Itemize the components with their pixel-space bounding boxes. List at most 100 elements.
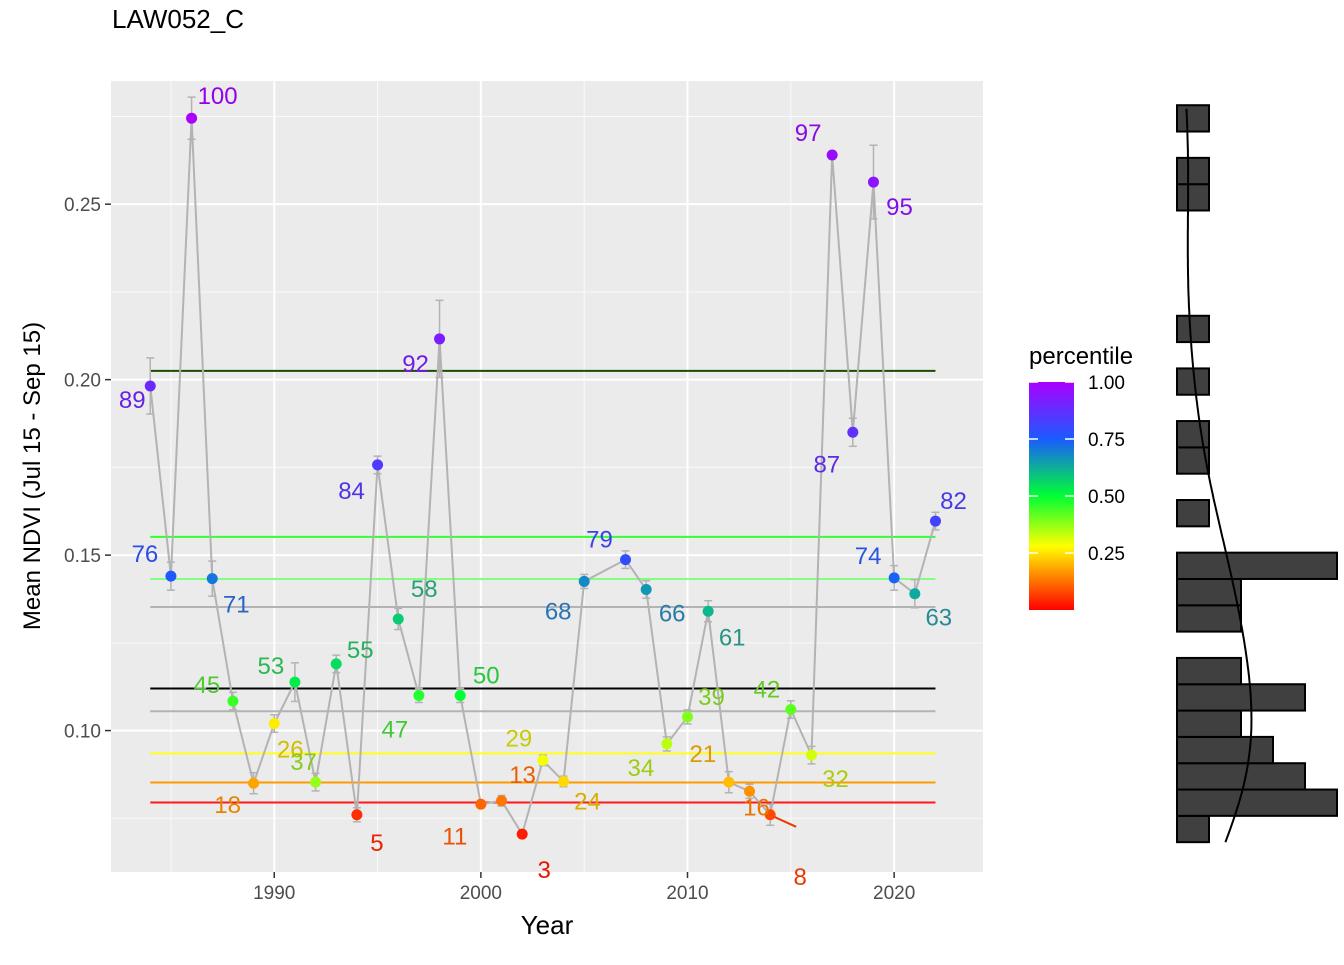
data-point xyxy=(413,689,425,701)
data-point xyxy=(496,795,508,807)
point-label: 58 xyxy=(411,576,438,603)
point-label: 42 xyxy=(753,677,780,704)
point-label: 8 xyxy=(793,864,806,891)
data-point xyxy=(165,570,177,582)
data-point xyxy=(826,149,838,161)
histogram-bar xyxy=(1176,604,1242,633)
data-point xyxy=(661,738,673,750)
point-label: 53 xyxy=(258,653,285,680)
point-label: 100 xyxy=(198,83,238,110)
point-label: 32 xyxy=(822,766,849,793)
point-label: 26 xyxy=(277,737,304,764)
point-label: 82 xyxy=(940,488,967,515)
point-label: 63 xyxy=(925,605,952,632)
histogram-bar xyxy=(1176,156,1210,186)
y-tick-label: 0.20 xyxy=(64,371,101,392)
histogram-bar xyxy=(1176,420,1210,449)
data-point xyxy=(206,573,218,585)
point-label: 21 xyxy=(689,741,716,768)
data-point xyxy=(702,605,714,617)
data-point xyxy=(248,777,260,789)
point-label: 79 xyxy=(586,527,613,554)
point-label: 68 xyxy=(545,598,572,625)
point-label: 16 xyxy=(743,794,770,821)
point-label: 34 xyxy=(627,755,654,782)
data-point xyxy=(785,704,797,716)
histogram-bar xyxy=(1176,577,1242,607)
marginal-histogram xyxy=(1176,104,1338,844)
axes: 0.10 0.15 0.20 0.25 1990 2000 2010 2020 xyxy=(64,195,915,904)
legend-title: percentile xyxy=(1029,343,1133,370)
histogram-bar xyxy=(1176,762,1306,791)
y-tick-label: 0.25 xyxy=(64,195,101,216)
point-label: 76 xyxy=(132,541,159,568)
point-label: 87 xyxy=(813,451,840,478)
data-point xyxy=(516,828,528,840)
point-label: 45 xyxy=(194,672,221,699)
y-axis-title: Mean NDVI (Jul 15 - Sep 15) xyxy=(19,322,46,630)
histogram-bar xyxy=(1176,551,1338,580)
legend-tick-label: 0.50 xyxy=(1088,487,1125,508)
point-label: 37 xyxy=(290,749,317,776)
y-tick-label: 0.10 xyxy=(64,722,101,743)
data-point xyxy=(640,584,652,595)
data-point xyxy=(372,459,384,471)
point-label: 61 xyxy=(719,624,746,651)
point-label: 97 xyxy=(795,120,822,147)
histogram-bar xyxy=(1176,814,1210,844)
histogram-bar xyxy=(1176,314,1210,344)
point-label: 5 xyxy=(370,830,383,857)
y-tick-label: 0.15 xyxy=(64,546,101,567)
data-point xyxy=(558,775,570,787)
reference-lines xyxy=(150,369,936,804)
data-point xyxy=(764,809,776,821)
legend-ticks: 0.25 0.50 0.75 1.00 xyxy=(1029,373,1125,565)
data-point xyxy=(620,554,632,566)
histogram-bar xyxy=(1176,683,1306,712)
histogram-bar xyxy=(1176,735,1274,765)
plot-panel xyxy=(111,81,983,872)
histogram-bar xyxy=(1176,104,1210,133)
point-label: 18 xyxy=(214,792,241,819)
histogram-bar xyxy=(1176,499,1210,528)
series-layer xyxy=(144,96,941,840)
data-point xyxy=(289,676,301,688)
x-tick-label: 1990 xyxy=(253,883,295,904)
data-point xyxy=(805,749,817,761)
x-tick-label: 2020 xyxy=(873,883,915,904)
data-point xyxy=(310,776,322,788)
data-point xyxy=(268,718,280,730)
histogram-bar xyxy=(1176,788,1338,817)
data-point xyxy=(744,785,756,797)
x-tick-label: 2010 xyxy=(666,883,708,904)
data-point xyxy=(847,426,859,438)
data-point xyxy=(929,515,941,527)
density-curve xyxy=(1185,108,1253,843)
data-point xyxy=(351,809,363,821)
point-label: 47 xyxy=(382,716,409,743)
point-label: 3 xyxy=(538,857,551,884)
chart-title: LAW052_C xyxy=(112,4,244,34)
point-label: 13 xyxy=(509,762,536,789)
data-point xyxy=(578,575,590,587)
data-point xyxy=(909,588,921,600)
legend-tick-label: 1.00 xyxy=(1088,373,1125,394)
data-point xyxy=(392,613,404,625)
data-point xyxy=(723,776,735,788)
point-label: 74 xyxy=(855,543,882,570)
grid-layer xyxy=(111,81,983,872)
histogram-bar xyxy=(1176,183,1210,212)
point-label: 50 xyxy=(473,662,500,689)
point-label: 71 xyxy=(223,592,250,619)
data-point xyxy=(867,176,879,188)
point-label: 95 xyxy=(886,194,913,221)
series-line xyxy=(149,118,937,837)
histogram-bar xyxy=(1176,709,1242,738)
data-point xyxy=(537,754,549,766)
data-point xyxy=(454,689,466,701)
point-labels: 8976100714518265337555845847925011133292… xyxy=(119,83,967,891)
point-label: 84 xyxy=(338,478,365,505)
data-point xyxy=(434,333,446,345)
